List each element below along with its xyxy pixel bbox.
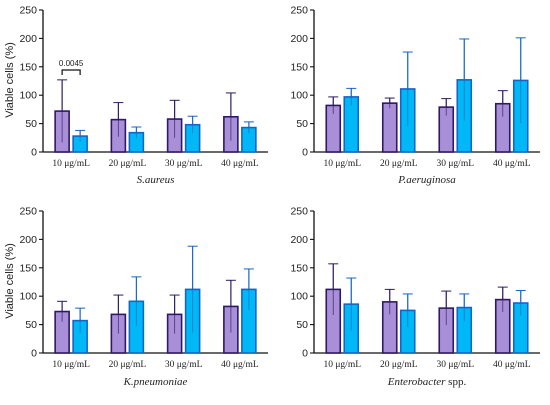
- x-tick-label: 10 μg/mL: [52, 159, 90, 169]
- y-tick-label: 200: [19, 234, 37, 246]
- x-tick-label: 40 μg/mL: [221, 360, 259, 370]
- y-tick-label: 250: [290, 206, 308, 218]
- y-tick-label: 150: [290, 262, 308, 274]
- y-tick-label: 150: [290, 61, 308, 73]
- x-axis-label: K.pneumoniae: [123, 376, 188, 388]
- x-tick-label: 30 μg/mL: [165, 360, 203, 370]
- x-axis-label: S.aureus: [137, 174, 175, 186]
- y-tick-label: 0: [302, 147, 308, 159]
- bar: [381, 102, 398, 153]
- x-axis-label-name: Enterobacter: [387, 376, 446, 388]
- y-tick-label: 150: [19, 61, 37, 73]
- y-tick-label: 50: [296, 118, 308, 130]
- x-tick-label: 10 μg/mL: [323, 159, 361, 169]
- x-tick-label: 20 μg/mL: [380, 360, 418, 370]
- y-tick-label: 250: [290, 5, 308, 17]
- x-axis-label-name: P.aeruginosa: [397, 174, 456, 186]
- significance-label: 0.0045: [59, 59, 84, 68]
- y-tick-label: 250: [19, 206, 37, 218]
- y-tick-label: 100: [19, 291, 37, 303]
- y-tick-label: 0: [31, 348, 37, 360]
- chart-panel-k-pneumoniae: 0 50 100 150 200 250 Viable cells (%) 10 μg/mL 2…: [4, 206, 268, 388]
- x-axis-label-name: S.aureus: [137, 174, 175, 186]
- x-tick-label: 10 μg/mL: [52, 360, 90, 370]
- y-tick-label: 50: [25, 118, 37, 130]
- x-axis-label: Enterobacter spp.: [387, 376, 467, 388]
- y-tick-label: 0: [31, 147, 37, 159]
- y-tick-label: 200: [19, 33, 37, 45]
- y-tick-label: 50: [25, 319, 37, 331]
- x-tick-label: 30 μg/mL: [165, 159, 203, 169]
- x-tick-label: 10 μg/mL: [323, 360, 361, 370]
- y-tick-label: 200: [290, 234, 308, 246]
- y-axis-label: Viable cells (%): [4, 243, 16, 319]
- x-axis-label-suffix: spp.: [445, 376, 466, 388]
- y-tick-label: 100: [290, 291, 308, 303]
- y-tick-label: 250: [19, 5, 37, 17]
- y-tick-label: 150: [19, 262, 37, 274]
- y-tick-label: 50: [296, 319, 308, 331]
- y-axis-label: Viable cells (%): [4, 42, 16, 118]
- chart-panel-s-aureus: 0 50 100 150 200 250 Viable cells (%) 10 μg/mL 2…: [4, 5, 268, 186]
- y-tick-label: 100: [19, 90, 37, 102]
- x-tick-label: 20 μg/mL: [109, 360, 147, 370]
- y-tick-label: 100: [290, 90, 308, 102]
- x-tick-label: 30 μg/mL: [436, 360, 474, 370]
- x-tick-label: 20 μg/mL: [109, 159, 147, 169]
- x-tick-label: 20 μg/mL: [380, 159, 418, 169]
- y-tick-label: 0: [302, 348, 308, 360]
- x-tick-label: 40 μg/mL: [221, 159, 259, 169]
- x-axis-label-name: K.pneumoniae: [123, 376, 188, 388]
- chart-panel-p-aeruginosa: 0 50 100 150 200 250 10 μg/mL 20 μg/mL 30 μg/mL 4…: [290, 5, 540, 186]
- y-tick-label: 200: [290, 33, 308, 45]
- chart-panel-enterobacter: 0 50 100 150 200 250 10 μg/mL 20 μg/mL 30 μg/mL 4…: [290, 206, 540, 388]
- significance-bracket: [61, 69, 81, 75]
- x-tick-label: 40 μg/mL: [493, 159, 531, 169]
- x-axis-label: P.aeruginosa: [397, 174, 456, 186]
- x-tick-label: 40 μg/mL: [493, 360, 531, 370]
- x-tick-label: 30 μg/mL: [436, 159, 474, 169]
